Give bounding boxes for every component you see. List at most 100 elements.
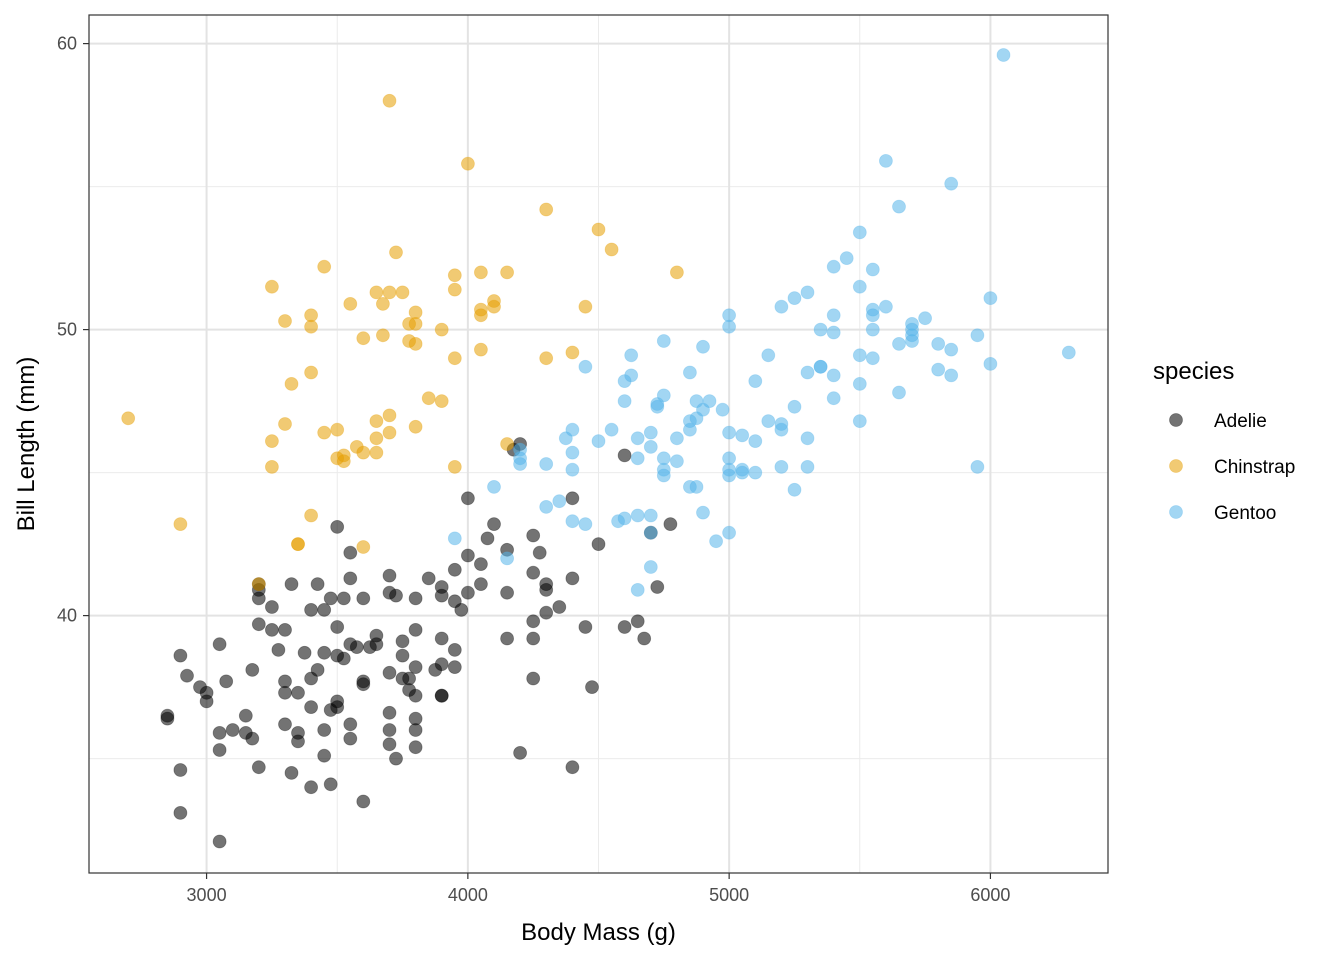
data-point-gentoo (630, 431, 645, 446)
data-point-adelie (317, 723, 332, 737)
data-point-adelie (323, 591, 338, 606)
data-point-adelie (356, 677, 371, 692)
data-point-adelie (473, 557, 488, 571)
data-point-gentoo (852, 225, 867, 240)
data-point-adelie (389, 588, 403, 603)
data-point-chinstrap (369, 445, 384, 460)
data-point-adelie (480, 531, 495, 546)
data-point-gentoo (865, 308, 880, 323)
y-axis-ticks: 40 50 60 (57, 34, 89, 626)
data-point-adelie (212, 834, 227, 849)
data-point-chinstrap (330, 422, 345, 437)
data-point-chinstrap (382, 93, 397, 108)
data-point-adelie (336, 651, 351, 666)
legend-label-gentoo: Gentoo (1214, 503, 1276, 524)
y-tick-label: 40 (57, 606, 77, 626)
data-point-adelie (487, 517, 501, 531)
x-tick-label: 3000 (187, 885, 227, 905)
data-point-gentoo (892, 336, 906, 351)
data-point-adelie (408, 723, 423, 737)
data-point-adelie (317, 645, 332, 660)
data-point-gentoo (683, 422, 697, 437)
data-point-gentoo (983, 291, 998, 306)
legend-key-chinstrap (1169, 459, 1183, 473)
data-point-adelie (330, 620, 345, 634)
data-point-adelie (343, 731, 358, 746)
data-point-gentoo (826, 368, 841, 383)
legend: species Adelie Chinstrap Gentoo (1153, 358, 1295, 524)
data-point-chinstrap (578, 299, 593, 314)
data-point-gentoo (624, 348, 639, 363)
data-point-adelie (382, 568, 397, 583)
data-point-chinstrap (356, 540, 371, 554)
data-point-gentoo (748, 465, 763, 480)
data-point-adelie (408, 623, 423, 637)
data-point-adelie (278, 623, 292, 637)
data-point-adelie (310, 663, 325, 677)
data-point-gentoo (774, 299, 789, 314)
data-point-chinstrap (539, 202, 554, 217)
data-point-gentoo (944, 176, 959, 191)
data-point-chinstrap (473, 308, 488, 323)
data-point-chinstrap (421, 391, 436, 406)
data-point-adelie (408, 660, 423, 674)
data-point-gentoo (735, 465, 750, 480)
data-point-chinstrap (408, 336, 423, 351)
data-point-adelie (212, 726, 227, 740)
data-point-gentoo (761, 414, 776, 429)
data-point-adelie (382, 737, 397, 752)
data-point-gentoo (539, 499, 554, 514)
data-point-gentoo (565, 422, 580, 437)
data-point-adelie (395, 634, 410, 649)
data-point-chinstrap (284, 376, 299, 391)
data-point-chinstrap (304, 508, 319, 523)
data-point-adelie (382, 723, 397, 737)
data-point-gentoo (552, 494, 567, 509)
data-point-chinstrap (121, 411, 136, 426)
data-point-gentoo (565, 462, 580, 477)
data-point-adelie (278, 685, 292, 700)
data-point-gentoo (604, 422, 619, 437)
data-point-adelie (291, 734, 305, 749)
data-point-adelie (173, 648, 188, 663)
data-point-adelie (199, 694, 214, 709)
data-point-adelie (212, 637, 227, 652)
data-point-gentoo (643, 439, 658, 454)
data-point-gentoo (865, 262, 880, 277)
data-point-gentoo (944, 342, 959, 357)
data-point-gentoo (643, 425, 658, 440)
x-tick-label: 6000 (970, 885, 1010, 905)
data-point-chinstrap (389, 245, 403, 260)
data-point-adelie (297, 645, 312, 660)
data-point-gentoo (722, 525, 736, 540)
data-point-chinstrap (473, 342, 488, 357)
data-point-chinstrap (434, 394, 449, 409)
data-point-adelie (245, 663, 260, 677)
data-point-adelie (500, 631, 515, 646)
data-point-adelie (304, 780, 319, 795)
data-point-adelie (323, 777, 338, 792)
data-point-adelie (180, 668, 194, 683)
data-point-gentoo (983, 356, 998, 371)
data-point-adelie (389, 751, 403, 766)
data-point-adelie (454, 603, 469, 617)
data-point-gentoo (447, 531, 462, 546)
data-point-gentoo (539, 457, 554, 471)
data-point-gentoo (624, 368, 639, 383)
data-point-gentoo (813, 359, 828, 374)
data-point-chinstrap (317, 425, 332, 440)
data-point-adelie (617, 448, 632, 463)
data-point-chinstrap (264, 459, 279, 474)
data-point-adelie (513, 746, 527, 760)
data-point-adelie (434, 688, 449, 703)
data-point-gentoo (813, 322, 828, 337)
data-point-adelie (304, 700, 319, 714)
data-point-gentoo (565, 514, 580, 529)
data-point-gentoo (944, 368, 959, 383)
data-point-chinstrap (395, 285, 410, 300)
data-point-gentoo (578, 517, 593, 531)
data-point-chinstrap (264, 434, 279, 449)
data-point-chinstrap (356, 331, 371, 346)
data-point-chinstrap (670, 265, 684, 280)
data-point-gentoo (774, 422, 789, 437)
